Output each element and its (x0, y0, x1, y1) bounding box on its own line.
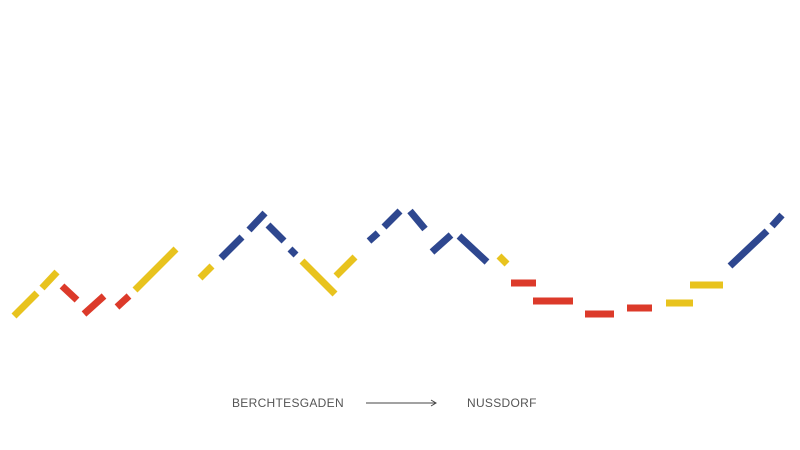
profile-segment-yellow (333, 254, 358, 279)
profile-segment-blue (218, 234, 245, 261)
profile-segment-yellow (132, 246, 179, 293)
route-end-label: NUSSDORF (467, 396, 537, 410)
route-arrow-icon (366, 399, 437, 407)
profile-segment-blue (381, 208, 403, 230)
profile-segment-blue (287, 246, 299, 258)
route-start-label: BERCHTESGADEN (232, 396, 344, 410)
profile-segment-blue (456, 233, 490, 265)
profile-segment-yellow (197, 263, 215, 281)
profile-segment-blue (246, 210, 268, 233)
profile-segment-yellow (39, 269, 60, 291)
profile-segment-blue (727, 228, 770, 269)
profile-segment-yellow (11, 290, 40, 319)
profile-segment-yellow (496, 253, 510, 267)
profile-segment-blue (769, 212, 785, 229)
profile-segment-red (114, 293, 132, 310)
profile-segment-blue (265, 222, 287, 244)
profile-segment-blue (407, 208, 428, 232)
profile-segment-yellow (299, 258, 338, 297)
profile-segment-red (59, 283, 80, 303)
profile-segment-blue (366, 230, 381, 244)
profile-segment-blue (429, 232, 454, 255)
profile-segment-red (81, 293, 107, 317)
